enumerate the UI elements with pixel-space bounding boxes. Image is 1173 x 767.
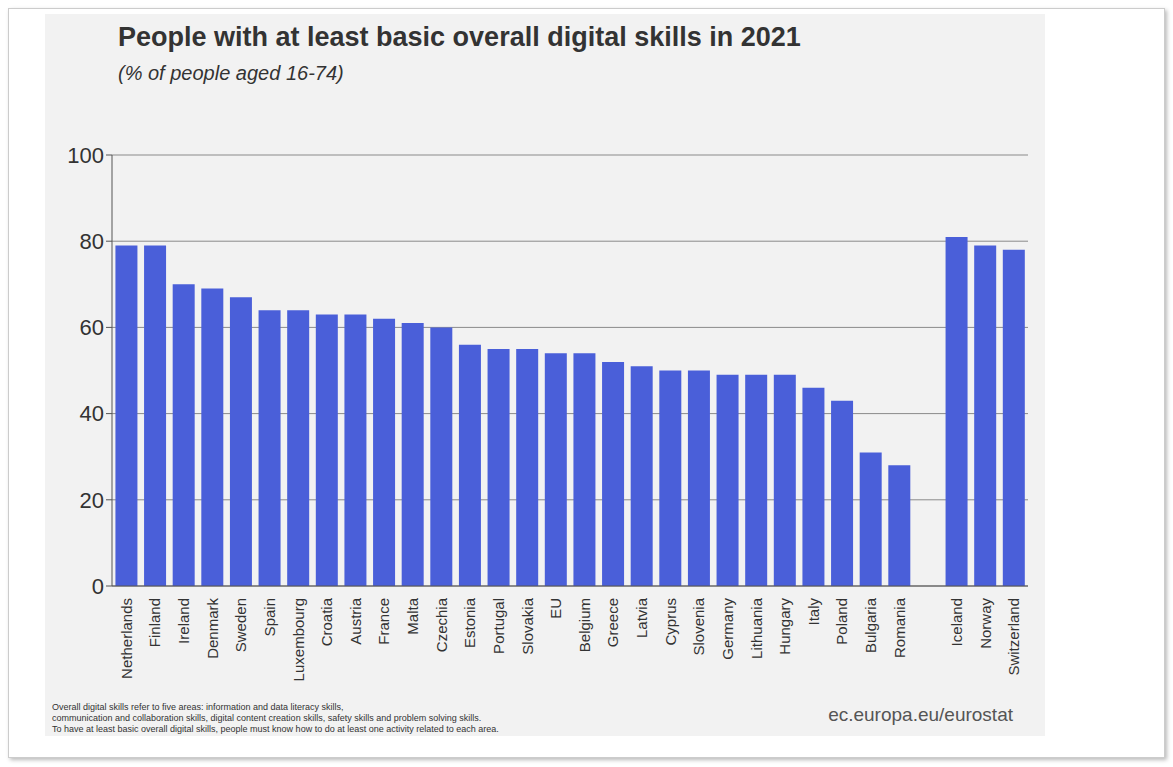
svg-text:Bulgaria: Bulgaria: [862, 597, 879, 653]
html-text:ec.europa.eu/eurostat: ec.europa.eu/eurostat: [828, 704, 1013, 725]
svg-text:Slovakia: Slovakia: [519, 597, 536, 654]
svg-text:Romania: Romania: [891, 597, 908, 658]
svg-text:Spain: Spain: [261, 598, 278, 636]
svg-text:Malta: Malta: [404, 597, 421, 634]
svg-text:Iceland: Iceland: [948, 598, 965, 646]
svg-text:Cyprus: Cyprus: [662, 598, 679, 646]
svg-text:Croatia: Croatia: [318, 597, 335, 646]
svg-text:Slovenia: Slovenia: [690, 597, 707, 655]
svg-text:Portugal: Portugal: [490, 598, 507, 654]
svg-text:Lithuania: Lithuania: [748, 597, 765, 659]
svg-text:0: 0: [92, 574, 104, 599]
svg-text:Poland: Poland: [833, 598, 850, 645]
svg-text:Hungary: Hungary: [776, 598, 793, 655]
svg-text:Estonia: Estonia: [461, 597, 478, 648]
svg-text:Sweden: Sweden: [232, 598, 249, 652]
html-text:(% of people aged 16-74): (% of people aged 16-74): [118, 62, 344, 84]
html-text:Overall digital skills refer t: Overall digital skills refer to five are…: [52, 702, 344, 712]
svg-text:20: 20: [80, 488, 104, 513]
html-text:communication and collaboratio: communication and collaboration skills, …: [52, 713, 482, 723]
html-text:To have at least basic overall: To have at least basic overall digital s…: [52, 724, 499, 734]
svg-text:Finland: Finland: [146, 598, 163, 647]
svg-text:Norway: Norway: [977, 598, 994, 649]
svg-text:France: France: [375, 598, 392, 645]
svg-text:Ireland: Ireland: [175, 598, 192, 644]
svg-text:Germany: Germany: [719, 598, 736, 660]
svg-text:60: 60: [80, 315, 104, 340]
svg-text:EU: EU: [547, 598, 564, 619]
svg-text:100: 100: [67, 143, 104, 168]
svg-text:Greece: Greece: [604, 598, 621, 647]
html-text:People with at least basic ove: People with at least basic overall digit…: [118, 22, 801, 52]
svg-text:Latvia: Latvia: [633, 597, 650, 638]
svg-text:Austria: Austria: [347, 597, 364, 644]
svg-text:Belgium: Belgium: [576, 598, 593, 652]
svg-text:80: 80: [80, 229, 104, 254]
svg-text:Italy: Italy: [805, 598, 822, 626]
svg-text:Netherlands: Netherlands: [118, 598, 135, 679]
svg-text:Luxembourg: Luxembourg: [290, 598, 307, 681]
svg-text:Switzerland: Switzerland: [1005, 598, 1022, 676]
svg-text:Denmark: Denmark: [204, 598, 221, 659]
svg-text:40: 40: [80, 401, 104, 426]
svg-text:Czechia: Czechia: [433, 597, 450, 652]
